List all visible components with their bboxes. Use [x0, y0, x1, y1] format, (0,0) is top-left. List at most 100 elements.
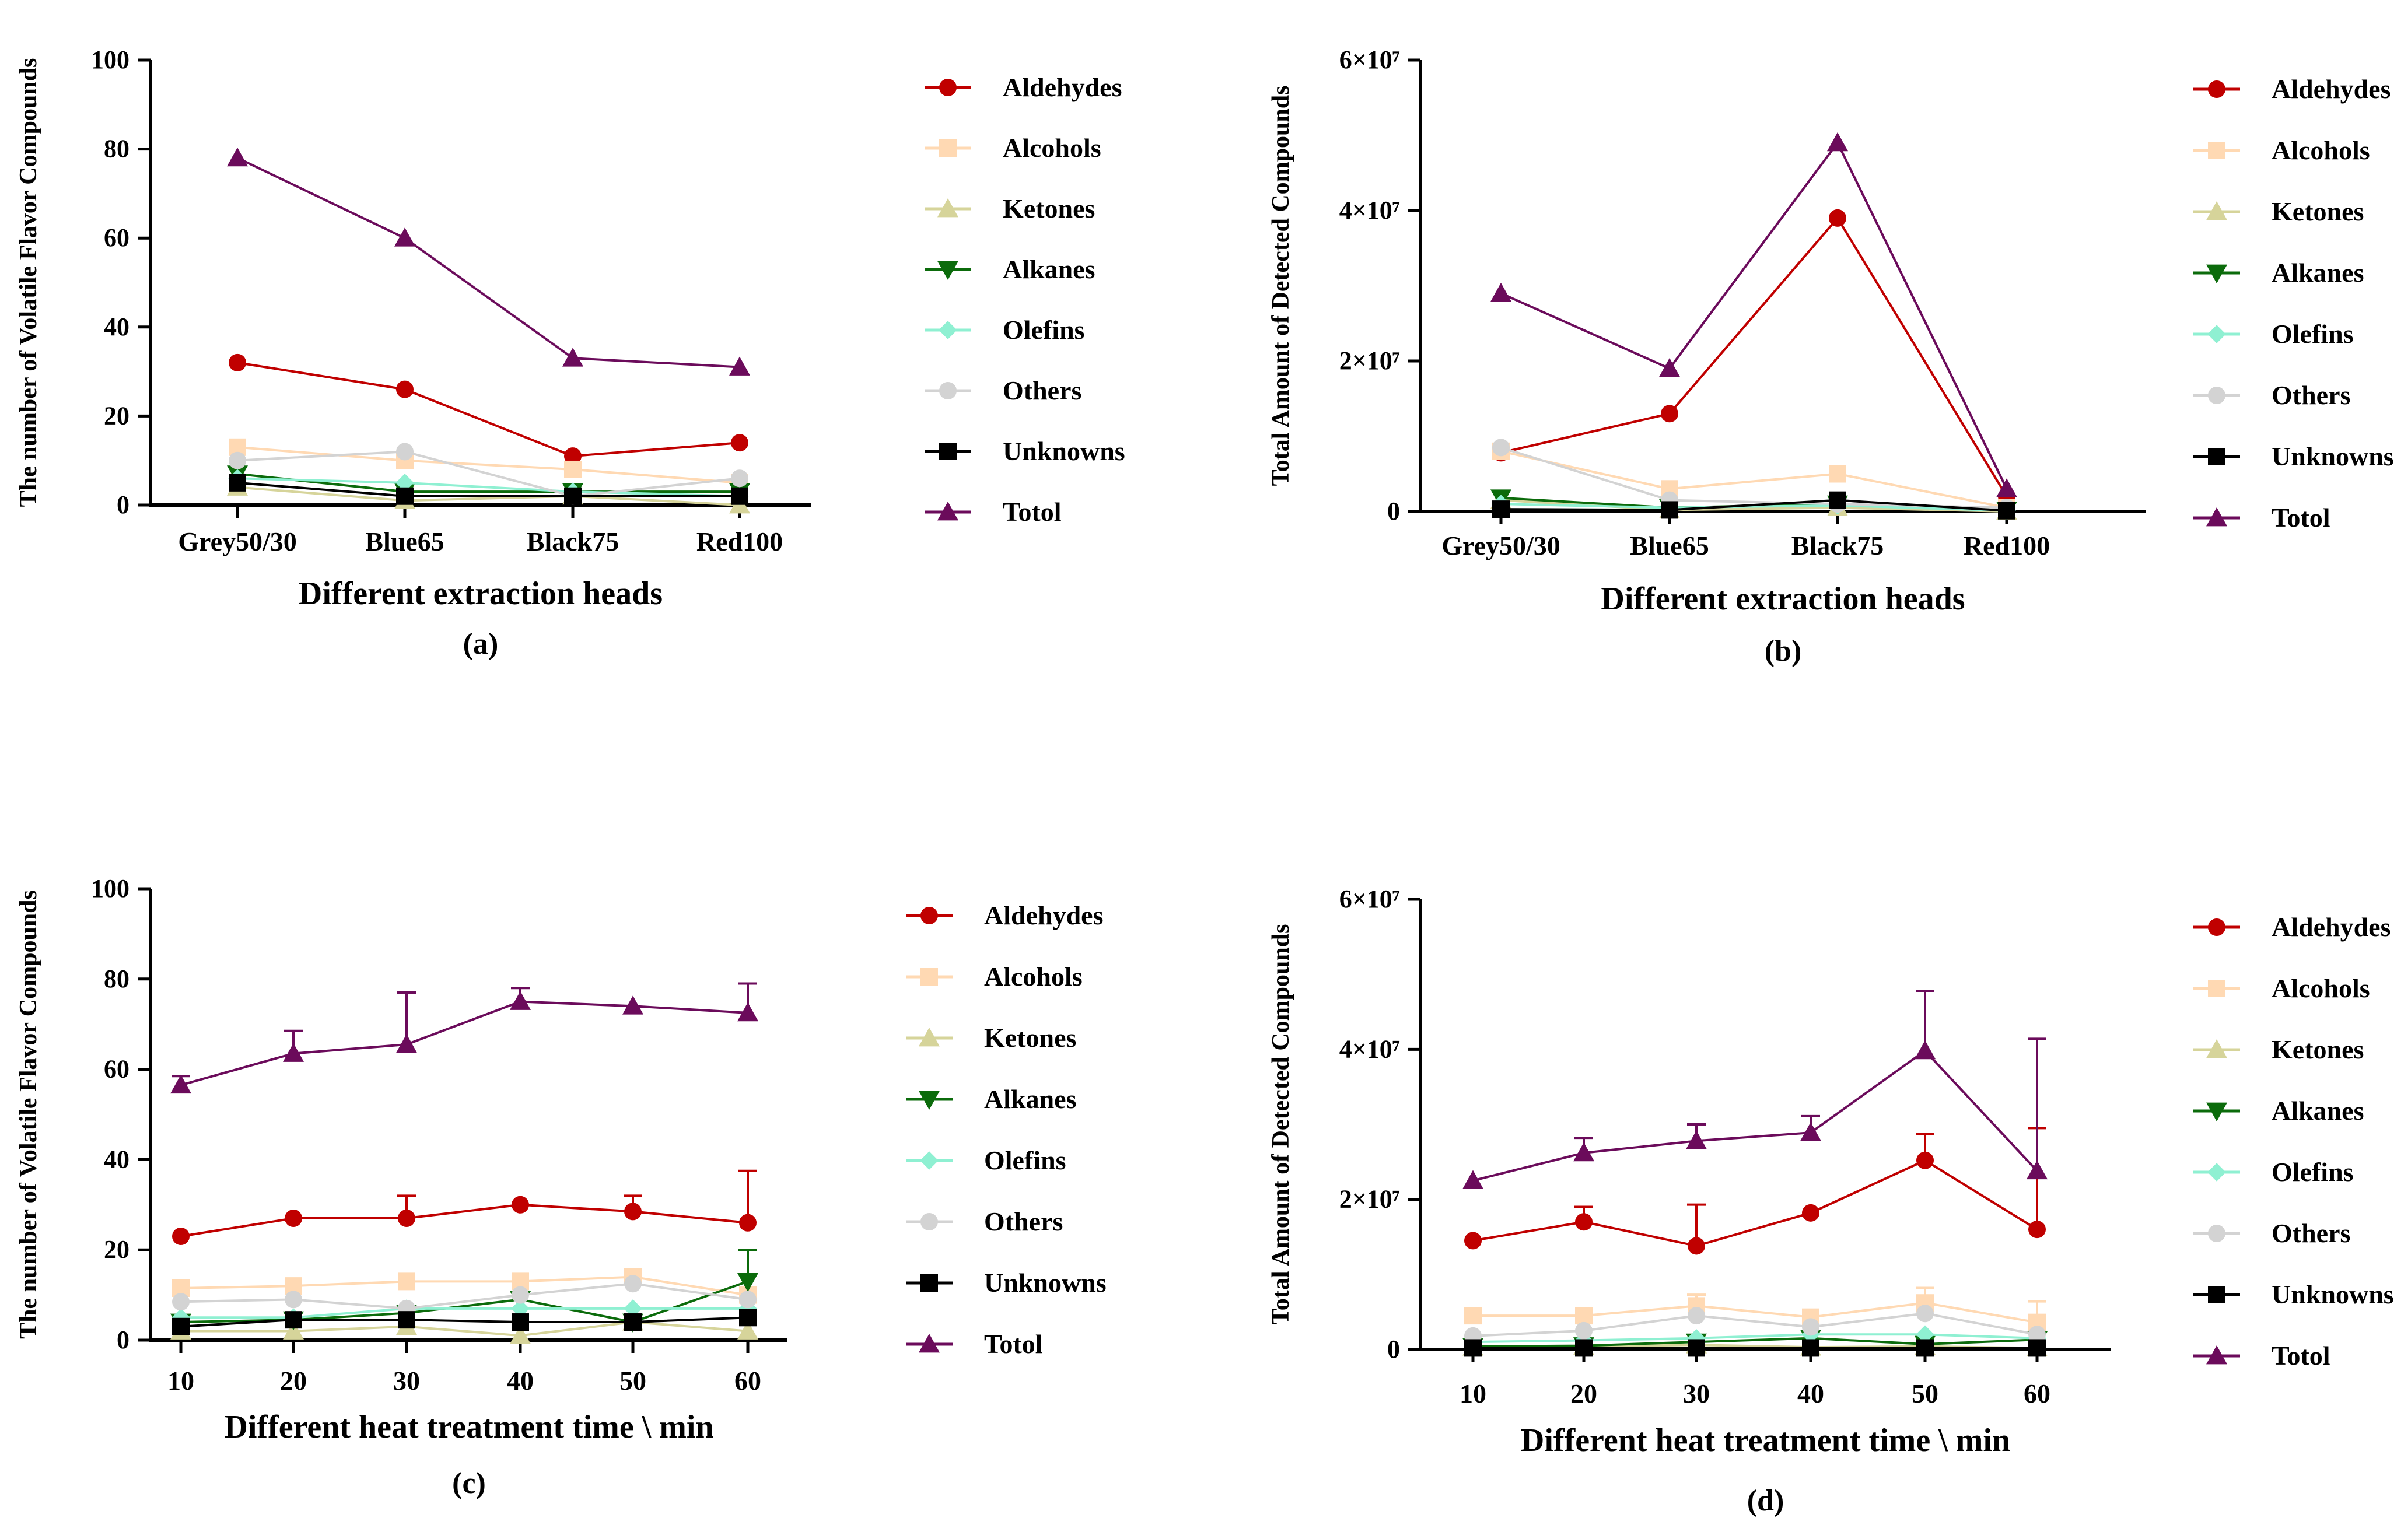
legend-marker: [2206, 1345, 2227, 1365]
legend-marker: [919, 1334, 940, 1353]
series-line: [1472, 1312, 2038, 1337]
panel-label: (c): [452, 1467, 486, 1500]
legend-marker: [921, 968, 938, 986]
y-tick-label: 6×10⁷: [1339, 885, 1400, 913]
legend-label: Others: [984, 1207, 1063, 1236]
series-line: [1472, 1159, 2038, 1247]
y-tick-label: 20: [104, 1235, 130, 1264]
legend-item-alcohols: Alcohols: [925, 133, 1101, 163]
data-point: [1464, 1307, 1482, 1325]
legend-label: Alcohols: [2272, 973, 2370, 1003]
data-point: [1916, 1325, 1934, 1344]
legend-label: Olefins: [2272, 1157, 2354, 1187]
data-point: [1829, 491, 1846, 509]
legend: Aldehydes Alcohols Ketones Alkanes Olefins Ot…: [925, 72, 1125, 527]
legend-label: Olefins: [984, 1145, 1066, 1175]
data-point: [1802, 1339, 1819, 1357]
legend: Aldehydes Alcohols Ketones Alkanes Olefins Ot…: [2193, 912, 2394, 1370]
y-axis-title: Total Amount of Detected Compounds: [1268, 924, 1294, 1325]
data-point: [1492, 500, 1510, 518]
panel-label: (b): [1765, 634, 1802, 668]
data-point: [1829, 465, 1846, 483]
legend-label: Ketones: [984, 1023, 1076, 1053]
chart-b: 0 2×10⁷ 4×10⁷ 6×10⁷ Grey50/30 Blue65 Black75 Re…: [1268, 45, 2394, 668]
legend-item-aldehydes: Aldehydes: [925, 72, 1122, 102]
series-alcohols: [172, 1268, 757, 1304]
legend-item-aldehydes: Aldehydes: [2193, 912, 2390, 942]
series-line: [180, 1275, 748, 1296]
legend-item-totol: Totol: [2193, 1341, 2330, 1370]
legend-item-others: Others: [2193, 1218, 2350, 1248]
y-tick-label: 2×10⁷: [1339, 1185, 1400, 1214]
data-point: [229, 451, 246, 469]
data-point: [512, 1313, 529, 1331]
series-line: [1500, 450, 2007, 509]
x-tick-label: Blue65: [1630, 531, 1709, 560]
y-tick-label: 60: [104, 1055, 130, 1084]
data-point: [2027, 1160, 2048, 1180]
legend-label: Alkanes: [1003, 254, 1095, 284]
series-line: [181, 1307, 748, 1319]
legend-label: Totol: [2272, 503, 2330, 532]
legend-marker: [2206, 264, 2227, 283]
data-point: [2028, 1326, 2046, 1344]
data-point: [2028, 1221, 2046, 1239]
x-axis-title: Different heat treatment time \ min: [1521, 1422, 2010, 1459]
legend-item-unknowns: Unknowns: [925, 436, 1125, 466]
data-point: [564, 460, 582, 478]
legend-marker: [2208, 918, 2225, 936]
y-axis-title: The number of Volatile Flavor Compounds: [15, 58, 42, 507]
chart-c: 0 20 40 60 80 100 10 20 30 40 50 60 Different heat t…: [15, 874, 1107, 1500]
y-tick-label: 4×10⁷: [1339, 1035, 1400, 1063]
legend-item-totol: Totol: [925, 497, 1062, 527]
legend-marker: [2206, 507, 2227, 527]
legend-label: Totol: [2272, 1341, 2330, 1370]
data-point: [729, 356, 750, 376]
series-totol: [1462, 989, 2048, 1189]
data-point: [1916, 1339, 1934, 1357]
legend-item-ketones: Ketones: [906, 1023, 1076, 1053]
series-line: [1472, 1049, 2038, 1182]
legend-marker: [921, 1274, 938, 1292]
y-tick-label: 60: [104, 223, 130, 252]
data-point: [227, 147, 248, 167]
series-alcohols: [229, 438, 748, 492]
series-line: [1500, 503, 2007, 512]
legend-item-alkanes: Alkanes: [925, 254, 1095, 284]
data-point: [1661, 405, 1678, 423]
data-point: [731, 469, 748, 488]
data-point: [1915, 1040, 1936, 1060]
legend-marker: [2206, 1039, 2227, 1058]
x-tick-label: Red100: [696, 527, 783, 556]
data-point: [512, 1196, 529, 1214]
data-point: [229, 474, 246, 492]
y-axis-title: Total Amount of Detected Compounds: [1268, 86, 1294, 486]
x-tick-label: Red100: [1964, 531, 2050, 560]
legend-label: Totol: [984, 1329, 1043, 1359]
legend-marker: [2208, 142, 2225, 159]
data-point: [1829, 209, 1846, 227]
data-point: [398, 1311, 415, 1329]
legend-label: Olefins: [2272, 319, 2354, 349]
data-point: [394, 227, 415, 247]
legend-marker: [919, 1091, 940, 1110]
data-point: [1464, 1232, 1482, 1250]
data-point: [170, 1074, 191, 1094]
series-line: [180, 1282, 748, 1310]
data-point: [396, 1034, 417, 1053]
data-point: [737, 1272, 758, 1292]
panel-label: (a): [463, 627, 499, 661]
series-aldehydes: [172, 1169, 757, 1245]
data-point: [172, 1317, 190, 1335]
legend-label: Ketones: [1003, 194, 1095, 223]
data-point: [285, 1291, 302, 1309]
x-tick-label: 30: [1683, 1379, 1710, 1408]
series-line: [237, 477, 740, 497]
x-tick-label: 60: [2024, 1379, 2050, 1408]
series-unknowns: [1492, 491, 2015, 520]
data-point: [396, 487, 414, 505]
data-point: [564, 487, 582, 505]
x-tick-label: 20: [1570, 1379, 1597, 1408]
y-tick-label: 100: [91, 874, 130, 903]
legend-marker: [921, 1213, 938, 1230]
